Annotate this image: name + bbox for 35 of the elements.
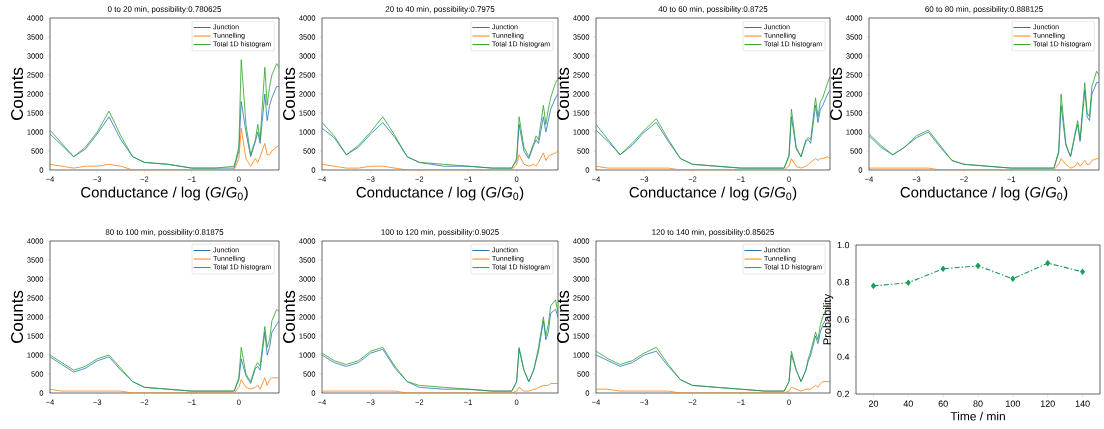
x-tick-label: 120 [1040, 400, 1055, 407]
y-tick-label: 0.8 [837, 279, 850, 286]
point [871, 282, 876, 289]
x-axis-title: Conductance / log (G/G$_{0}$) [629, 186, 797, 201]
y-tick-label: 0.6 [837, 316, 850, 323]
y-axis-title: Counts [557, 290, 570, 343]
y-axis-title: Counts [11, 67, 24, 120]
line-series [322, 150, 558, 170]
point [1010, 275, 1016, 282]
x-axis-title: Conductance / log (G/G$_{0}$) [900, 186, 1068, 201]
y-axis-title: Counts [557, 67, 570, 120]
y-axis-title: Counts [283, 290, 296, 343]
x-axis-title: Conductance / log (G/G$_{0}$) [81, 186, 248, 201]
x-tick-label: 100 [1006, 400, 1020, 407]
point [940, 265, 946, 272]
x-axis-title: Time / min [950, 411, 1005, 421]
y-tick-label: 0.2 [837, 390, 850, 398]
y-axis-title: Counts [830, 67, 843, 120]
point [905, 279, 911, 286]
line-series [322, 78, 558, 169]
y-axis-title: Probability [822, 293, 834, 345]
point [1080, 268, 1086, 275]
x-tick-label: 60 [938, 400, 948, 407]
point [975, 262, 981, 269]
x-tick-label: 140 [1075, 400, 1090, 407]
y-tick-label: 0.4 [837, 353, 850, 360]
x-axis-title: Conductance / log (G/G$_{0}$) [356, 186, 524, 201]
line-series [50, 127, 279, 170]
y-axis-title: Counts [11, 290, 24, 343]
x-tick-label: 40 [903, 400, 913, 407]
point [1045, 260, 1051, 267]
y-axis-title: Counts [283, 67, 296, 120]
y-tick-label: 1.0 [837, 241, 850, 249]
x-tick-label: 20 [868, 400, 879, 407]
x-tick-label: 80 [973, 400, 983, 407]
